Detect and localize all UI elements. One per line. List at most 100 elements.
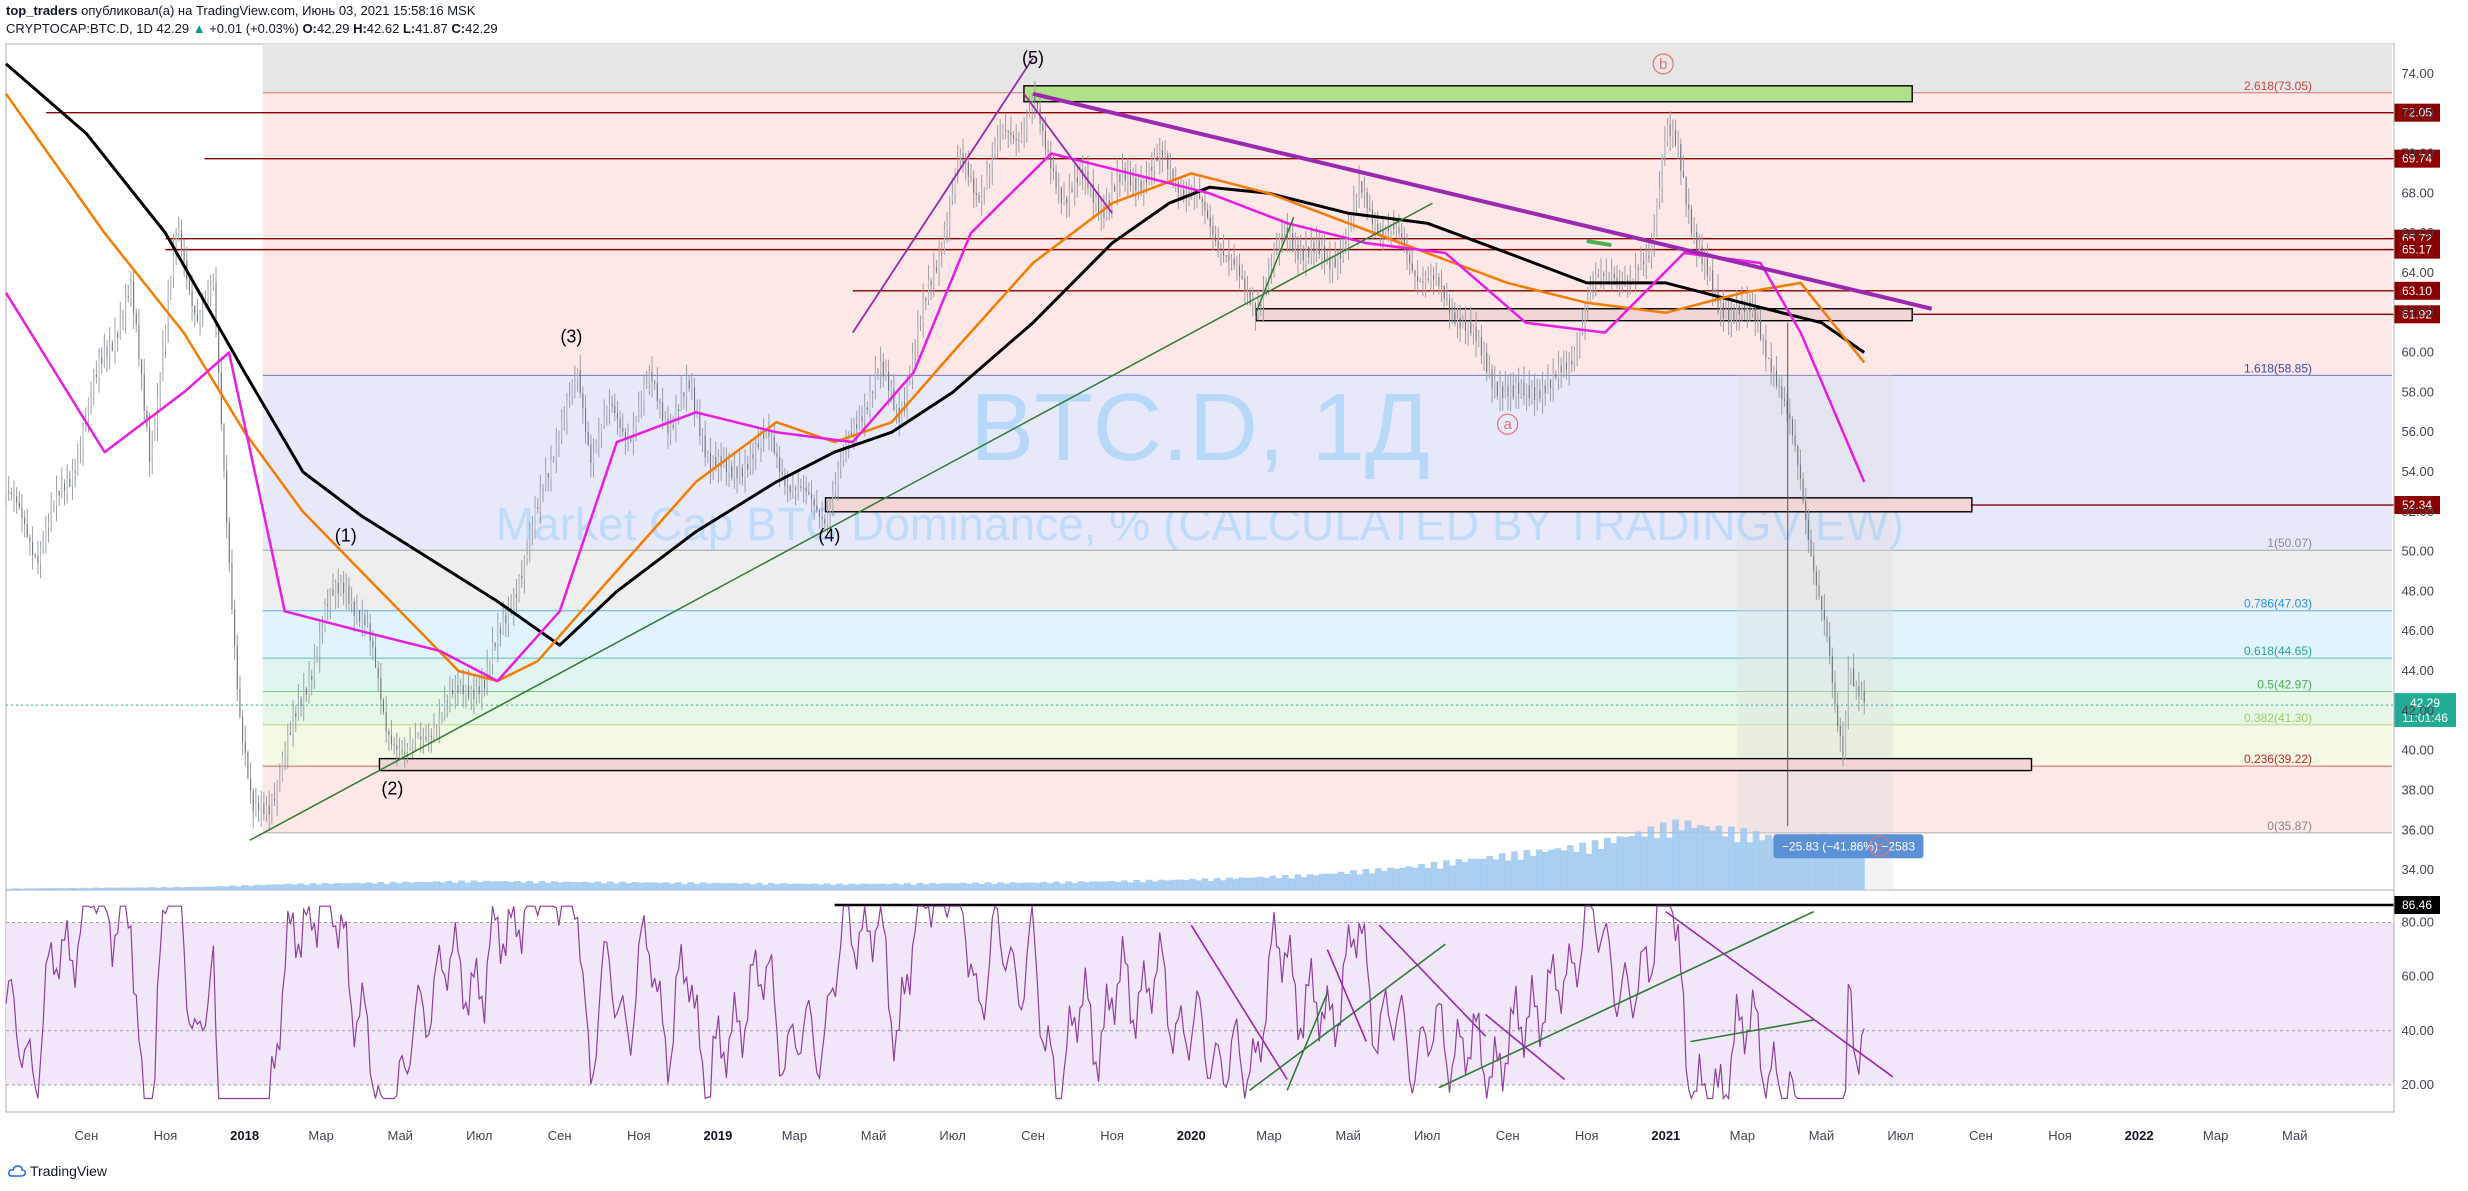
candle-body — [1135, 177, 1137, 192]
descending-trendline[interactable] — [1032, 91, 1933, 311]
rsi-trendline[interactable] — [1485, 1013, 1566, 1081]
volume-bar — [798, 883, 806, 890]
volume-bar — [705, 883, 713, 890]
candle-body — [1682, 171, 1684, 178]
horizontal-levels[interactable]: 72.0569.7465.7265.1763.1061.9252.3442.29… — [6, 85, 2456, 772]
candle-body — [954, 167, 956, 194]
candle-body — [1845, 714, 1847, 756]
candle-body — [425, 736, 427, 740]
mini-uptrend[interactable] — [1255, 216, 1295, 314]
candle-body — [933, 267, 935, 286]
zone-top-green[interactable] — [1023, 85, 1913, 103]
rsi-trendline[interactable] — [1438, 910, 1814, 1089]
rsi-trendline[interactable] — [1326, 949, 1368, 1042]
wave5-channel[interactable] — [852, 57, 1034, 334]
candle-body — [701, 435, 704, 437]
candle-body — [962, 153, 964, 165]
symbol-label[interactable]: CRYPTOCAP:BTC.D, 1D — [6, 21, 153, 36]
candle-body — [1071, 188, 1073, 193]
candle-body — [949, 200, 951, 227]
candle-body — [489, 664, 491, 666]
candle-body — [50, 505, 52, 524]
tradingview-logo[interactable]: TradingView — [8, 1163, 107, 1179]
candle-body — [133, 281, 135, 314]
volume-bar — [656, 882, 664, 890]
candle-body — [582, 393, 584, 409]
wave-trendline-green[interactable] — [249, 202, 1433, 841]
candle-body — [1292, 233, 1294, 252]
candle-body — [90, 397, 92, 399]
zone-52-34[interactable] — [824, 497, 1973, 513]
candle-body — [1228, 255, 1230, 261]
volume-bar — [228, 885, 236, 890]
candle-body — [29, 537, 31, 543]
candle-body — [869, 391, 871, 410]
wave-label: (4) — [818, 526, 840, 546]
candle-body — [725, 457, 727, 473]
candle-body — [606, 408, 608, 416]
up-arrow-icon: ▲ — [192, 21, 206, 36]
candle-body — [709, 453, 711, 469]
volume-bar — [489, 881, 496, 890]
measure-box[interactable] — [1773, 834, 1924, 859]
candle-body — [1470, 322, 1472, 334]
candle-body — [627, 439, 629, 441]
volume-bar — [43, 888, 50, 890]
volume-bar — [1288, 878, 1295, 890]
volume-bar — [829, 884, 837, 890]
candle-body — [1337, 253, 1339, 268]
zone-61-92[interactable] — [1255, 308, 1913, 322]
candle-body — [1363, 192, 1365, 194]
fib-label: 0.618(44.65) — [2244, 644, 2312, 658]
rsi-trendline[interactable] — [1286, 992, 1329, 1091]
candle-body — [821, 517, 823, 519]
candle-body — [1653, 229, 1655, 242]
last-value: 42.29 — [156, 21, 190, 36]
wave5-channel-down[interactable] — [1023, 93, 1113, 214]
rsi-trendline[interactable] — [1690, 1019, 1814, 1043]
x-tick-label: Сен — [74, 1128, 98, 1143]
volume-bar — [414, 881, 422, 890]
candle-body — [1262, 288, 1264, 307]
candle-body — [220, 372, 222, 425]
candle-body — [1342, 241, 1344, 259]
candle-body — [481, 679, 483, 694]
candle-body — [784, 474, 786, 487]
open-label: O: — [302, 21, 317, 36]
candle-body — [1717, 289, 1719, 313]
candle-body — [1092, 184, 1094, 204]
candle-body — [917, 323, 919, 350]
small-green-marker[interactable] — [1586, 239, 1612, 248]
candle-body — [109, 342, 111, 357]
candle-body — [1223, 250, 1225, 256]
candle-body — [1419, 281, 1421, 283]
publish-info: опубликовал(а) на TradingView.com, Июнь … — [81, 3, 476, 18]
volume-bar — [80, 887, 88, 890]
trend-lines[interactable]: −25.83 (−41.86%) −2583 — [249, 57, 1933, 859]
volume-bar — [352, 882, 360, 890]
candle-body — [436, 727, 438, 729]
zone-39-22[interactable] — [378, 757, 2033, 772]
volume-bar — [154, 887, 162, 890]
author-name[interactable]: top_traders — [6, 3, 78, 18]
candle-body — [61, 483, 63, 496]
volume-bar — [1554, 848, 1562, 890]
candle-body — [1746, 301, 1748, 313]
moving-average-line — [4, 152, 1866, 683]
x-tick-label: Май — [861, 1128, 886, 1143]
candle-body — [1167, 154, 1169, 169]
fib-zone-top — [262, 44, 2392, 93]
volume-bar — [836, 883, 843, 890]
candle-body — [1544, 385, 1546, 393]
candle-body — [880, 361, 882, 373]
x-tick-label: Мар — [1256, 1128, 1281, 1143]
volume-bar — [1690, 827, 1698, 890]
rsi-trendline[interactable] — [1249, 943, 1446, 1091]
rsi-trendline[interactable] — [1378, 924, 1487, 1037]
candle-body — [1289, 233, 1291, 238]
rsi-trendline[interactable] — [1665, 911, 1894, 1078]
candle-body — [1635, 268, 1637, 279]
volume-bar — [866, 883, 874, 890]
rsi-trendline[interactable] — [1190, 924, 1288, 1080]
